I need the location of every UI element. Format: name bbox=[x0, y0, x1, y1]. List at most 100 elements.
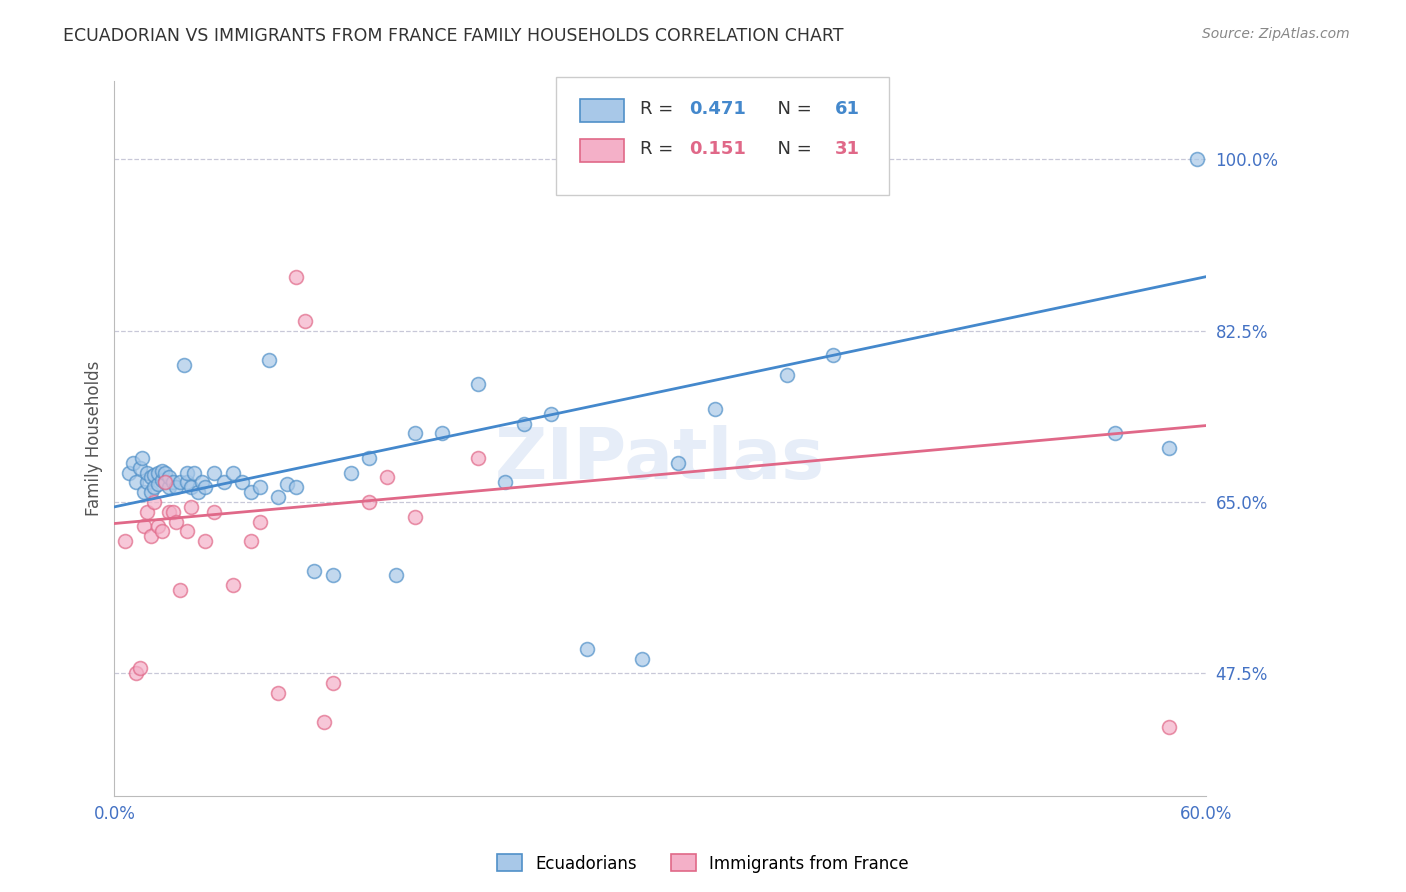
Point bbox=[165, 515, 187, 529]
Point bbox=[180, 480, 202, 494]
FancyBboxPatch shape bbox=[581, 139, 624, 161]
Point bbox=[146, 477, 169, 491]
Point bbox=[385, 568, 408, 582]
Point bbox=[128, 661, 150, 675]
Point bbox=[143, 495, 166, 509]
Point bbox=[666, 456, 689, 470]
Point bbox=[131, 450, 153, 465]
Point bbox=[204, 466, 226, 480]
Point bbox=[404, 426, 426, 441]
Point bbox=[146, 466, 169, 480]
Point bbox=[776, 368, 799, 382]
Point bbox=[276, 477, 298, 491]
Point bbox=[132, 519, 155, 533]
Text: R =: R = bbox=[641, 140, 679, 158]
Text: 61: 61 bbox=[835, 101, 859, 119]
Point bbox=[467, 450, 489, 465]
Text: N =: N = bbox=[766, 101, 817, 119]
Point bbox=[139, 485, 162, 500]
Point bbox=[157, 470, 180, 484]
Text: R =: R = bbox=[641, 101, 679, 119]
Point bbox=[1159, 720, 1181, 734]
Point bbox=[821, 348, 844, 362]
FancyBboxPatch shape bbox=[557, 78, 890, 195]
Point bbox=[114, 534, 136, 549]
Text: 0.471: 0.471 bbox=[689, 101, 747, 119]
Point bbox=[139, 529, 162, 543]
Point bbox=[257, 353, 280, 368]
Point bbox=[136, 466, 159, 480]
Point bbox=[118, 466, 141, 480]
Point bbox=[703, 401, 725, 416]
Text: ECUADORIAN VS IMMIGRANTS FROM FRANCE FAMILY HOUSEHOLDS CORRELATION CHART: ECUADORIAN VS IMMIGRANTS FROM FRANCE FAM… bbox=[63, 27, 844, 45]
Point bbox=[239, 534, 262, 549]
Point bbox=[143, 467, 166, 482]
Point bbox=[157, 480, 180, 494]
Point bbox=[285, 480, 308, 494]
Point bbox=[1104, 426, 1126, 441]
Point bbox=[183, 466, 205, 480]
Text: 0.151: 0.151 bbox=[689, 140, 747, 158]
Point bbox=[1159, 441, 1181, 455]
Point bbox=[150, 524, 173, 539]
Point bbox=[294, 314, 316, 328]
Point bbox=[312, 715, 335, 730]
Point bbox=[128, 460, 150, 475]
Point bbox=[155, 475, 177, 490]
Point bbox=[221, 466, 243, 480]
Point bbox=[169, 475, 191, 490]
Point bbox=[176, 524, 198, 539]
Point bbox=[176, 475, 198, 490]
Point bbox=[187, 485, 209, 500]
Point bbox=[495, 475, 517, 490]
Point bbox=[249, 515, 271, 529]
Point bbox=[231, 475, 253, 490]
Point bbox=[322, 568, 344, 582]
Point bbox=[221, 578, 243, 592]
Point bbox=[267, 490, 290, 504]
Point bbox=[125, 666, 148, 681]
Point bbox=[430, 426, 453, 441]
Point bbox=[125, 475, 148, 490]
Point bbox=[173, 358, 195, 372]
Point bbox=[136, 475, 159, 490]
Point bbox=[194, 534, 217, 549]
Point bbox=[136, 505, 159, 519]
Point bbox=[304, 564, 326, 578]
Point bbox=[375, 470, 398, 484]
Point bbox=[121, 456, 143, 470]
Point bbox=[540, 407, 562, 421]
Point bbox=[357, 450, 380, 465]
Text: N =: N = bbox=[766, 140, 817, 158]
Point bbox=[155, 475, 177, 490]
Point bbox=[212, 475, 235, 490]
Point bbox=[194, 480, 217, 494]
Point bbox=[150, 474, 173, 488]
Point bbox=[176, 466, 198, 480]
Point bbox=[322, 676, 344, 690]
Text: 31: 31 bbox=[835, 140, 859, 158]
Point bbox=[165, 480, 187, 494]
Text: ZIPatlas: ZIPatlas bbox=[495, 425, 825, 494]
Point bbox=[576, 641, 599, 656]
Point bbox=[150, 464, 173, 478]
Point bbox=[1185, 152, 1208, 166]
Point bbox=[204, 505, 226, 519]
Point bbox=[190, 475, 212, 490]
Point bbox=[162, 505, 184, 519]
Point bbox=[404, 509, 426, 524]
Point bbox=[169, 583, 191, 598]
Y-axis label: Family Households: Family Households bbox=[86, 360, 103, 516]
Point bbox=[162, 475, 184, 490]
Point bbox=[285, 269, 308, 284]
Legend: Ecuadorians, Immigrants from France: Ecuadorians, Immigrants from France bbox=[491, 847, 915, 880]
Point bbox=[631, 651, 654, 665]
Point bbox=[357, 495, 380, 509]
Point bbox=[239, 485, 262, 500]
Point bbox=[139, 470, 162, 484]
Point bbox=[267, 686, 290, 700]
Point bbox=[155, 466, 177, 480]
Point bbox=[249, 480, 271, 494]
FancyBboxPatch shape bbox=[581, 100, 624, 122]
Point bbox=[157, 505, 180, 519]
